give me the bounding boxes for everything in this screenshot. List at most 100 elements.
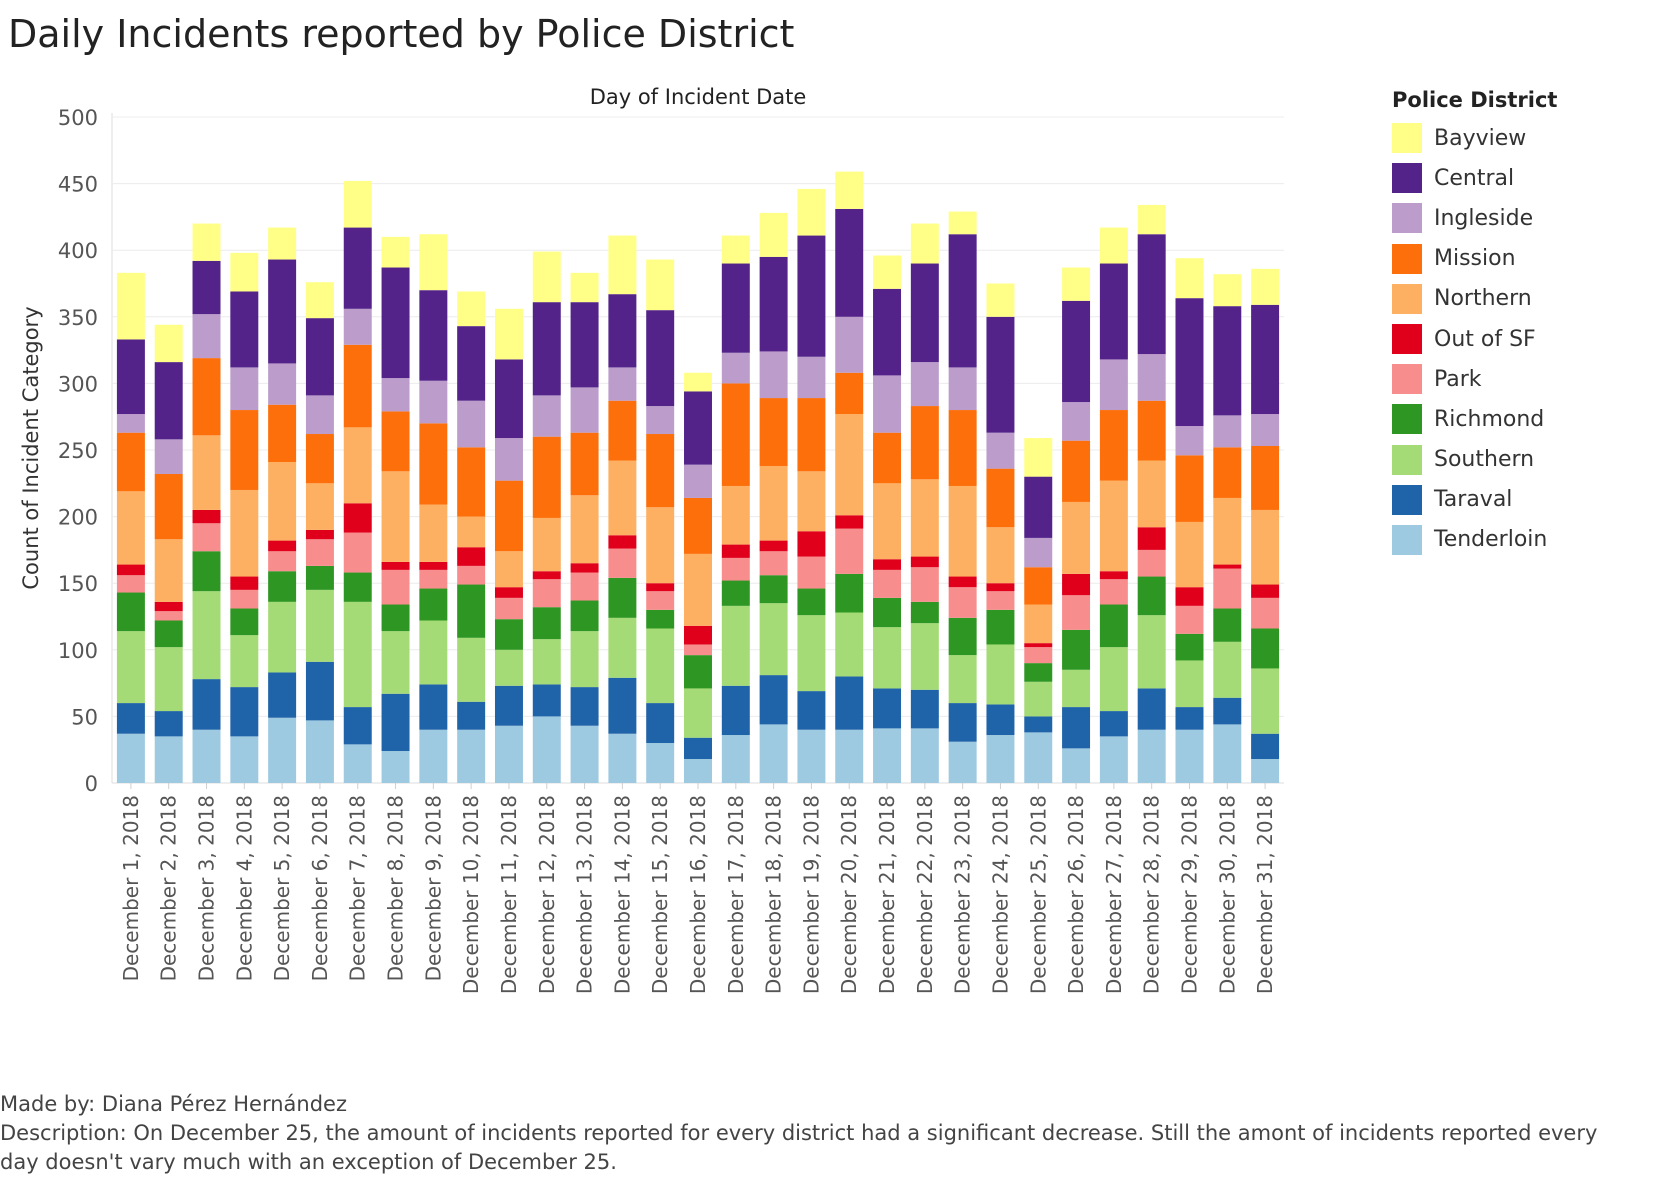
bar-segment-central bbox=[230, 291, 259, 368]
bar-segment-bayview bbox=[116, 272, 145, 340]
y-tick-label: 100 bbox=[58, 639, 98, 663]
legend-swatch bbox=[1392, 484, 1422, 515]
bar-segment-tenderloin bbox=[646, 743, 675, 783]
bar-segment-central bbox=[1213, 306, 1242, 416]
bar-segment-southern bbox=[230, 635, 259, 688]
bar-segment-out-of-sf bbox=[343, 503, 372, 533]
bar-segment-northern bbox=[532, 517, 561, 572]
y-tick-label: 250 bbox=[58, 439, 98, 463]
bar-segment-northern bbox=[116, 491, 145, 565]
bar-segment-tenderloin bbox=[873, 728, 902, 783]
bar-segment-tenderloin bbox=[1024, 732, 1053, 783]
bar-segment-park bbox=[305, 539, 334, 566]
bar-segment-tenderloin bbox=[1062, 748, 1091, 783]
x-tick-label: December 15, 2018 bbox=[648, 795, 672, 994]
bar-segment-southern bbox=[835, 612, 864, 677]
bar-segment-northern bbox=[646, 507, 675, 584]
bar-segment-ingleside bbox=[305, 395, 334, 435]
legend-item-tenderloin: Tenderloin bbox=[1392, 520, 1557, 560]
y-tick-label: 50 bbox=[71, 705, 98, 729]
bar-segment-richmond bbox=[457, 584, 486, 638]
legend-swatch bbox=[1392, 444, 1422, 475]
bar-segment-out-of-sf bbox=[1251, 584, 1280, 598]
bar-segment-park bbox=[608, 548, 637, 578]
bar-segment-central bbox=[570, 302, 599, 388]
x-tick-label: December 10, 2018 bbox=[459, 795, 483, 994]
bar-segment-bayview bbox=[343, 180, 372, 228]
bar-segment-northern bbox=[1213, 497, 1242, 565]
bar-segment-southern bbox=[1213, 641, 1242, 698]
y-tick-label: 500 bbox=[58, 106, 98, 130]
bar-segment-mission bbox=[532, 436, 561, 518]
bar-segment-mission bbox=[759, 398, 788, 466]
bar-segment-taraval bbox=[116, 703, 145, 734]
bar-segment-out-of-sf bbox=[1062, 573, 1091, 596]
legend-title: Police District bbox=[1392, 88, 1558, 112]
legend-swatch bbox=[1392, 524, 1422, 555]
y-tick-label: 300 bbox=[58, 372, 98, 396]
bar-segment-richmond bbox=[192, 551, 221, 592]
bar-segment-northern bbox=[192, 435, 221, 510]
bar-segment-tenderloin bbox=[1213, 724, 1242, 783]
bar-segment-tenderloin bbox=[835, 729, 864, 783]
bar-segment-central bbox=[986, 316, 1015, 433]
bar-segment-bayview bbox=[494, 308, 523, 360]
bar-segment-out-of-sf bbox=[1175, 587, 1204, 606]
bar-segment-out-of-sf bbox=[305, 529, 334, 540]
bar-segment-park bbox=[457, 565, 486, 585]
legend-label: Taraval bbox=[1434, 487, 1513, 513]
bar-segment-taraval bbox=[494, 685, 523, 726]
bar-segment-ingleside bbox=[419, 380, 448, 424]
bar-segment-central bbox=[646, 310, 675, 407]
bar-segment-bayview bbox=[1024, 438, 1053, 477]
bar-segment-southern bbox=[1062, 669, 1091, 708]
bar-segment-park bbox=[646, 591, 675, 610]
x-tick-label: December 18, 2018 bbox=[762, 795, 786, 994]
bar-segment-northern bbox=[1175, 521, 1204, 588]
bar-segment-richmond bbox=[532, 607, 561, 640]
page-title: Daily Incidents reported by Police Distr… bbox=[8, 12, 795, 56]
x-tick-label: December 26, 2018 bbox=[1064, 795, 1088, 994]
bar-segment-tenderloin bbox=[1251, 759, 1280, 783]
bar-segment-mission bbox=[192, 358, 221, 436]
bar-segment-northern bbox=[759, 465, 788, 541]
bar-segment-taraval bbox=[305, 661, 334, 721]
bar-segment-taraval bbox=[1213, 697, 1242, 725]
bar-segment-ingleside bbox=[948, 367, 977, 411]
bar-segment-tenderloin bbox=[910, 728, 939, 783]
bar-segment-tenderloin bbox=[1137, 729, 1166, 783]
x-tick-label: December 20, 2018 bbox=[837, 795, 861, 994]
bar-segment-ingleside bbox=[835, 316, 864, 373]
bar-segment-richmond bbox=[797, 588, 826, 616]
bar-segment-ingleside bbox=[457, 400, 486, 448]
bar-segment-richmond bbox=[570, 600, 599, 632]
bar-segment-park bbox=[494, 597, 523, 620]
legend-swatch bbox=[1392, 283, 1422, 314]
legend-swatch bbox=[1392, 243, 1422, 274]
bar-segment-northern bbox=[1024, 604, 1053, 644]
bar-segment-out-of-sf bbox=[948, 576, 977, 588]
bar-segment-central bbox=[1024, 476, 1053, 538]
bar-segment-richmond bbox=[1062, 629, 1091, 670]
bar-segment-out-of-sf bbox=[1099, 571, 1128, 580]
bar-segment-central bbox=[381, 267, 410, 379]
x-tick-label: December 31, 2018 bbox=[1253, 795, 1277, 994]
bar-segment-tenderloin bbox=[797, 729, 826, 783]
bar-segment-mission bbox=[154, 473, 183, 540]
bar-segment-mission bbox=[1137, 400, 1166, 461]
bar-segment-mission bbox=[797, 398, 826, 472]
made-by-text: Made by: Diana Pérez Hernández bbox=[0, 1092, 347, 1116]
legend-item-taraval: Taraval bbox=[1392, 480, 1557, 520]
bar-segment-southern bbox=[948, 655, 977, 704]
bar-segment-central bbox=[268, 259, 297, 364]
bar-segment-mission bbox=[305, 434, 334, 484]
bar-segment-ingleside bbox=[116, 414, 145, 433]
x-tick-label: December 14, 2018 bbox=[610, 795, 634, 994]
bar-segment-ingleside bbox=[154, 439, 183, 474]
bar-segment-richmond bbox=[948, 617, 977, 656]
bar-segment-southern bbox=[1251, 668, 1280, 734]
legend-swatch bbox=[1392, 163, 1422, 194]
bar-segment-richmond bbox=[494, 619, 523, 650]
bar-segment-richmond bbox=[684, 655, 712, 689]
bar-segment-taraval bbox=[1137, 688, 1166, 730]
